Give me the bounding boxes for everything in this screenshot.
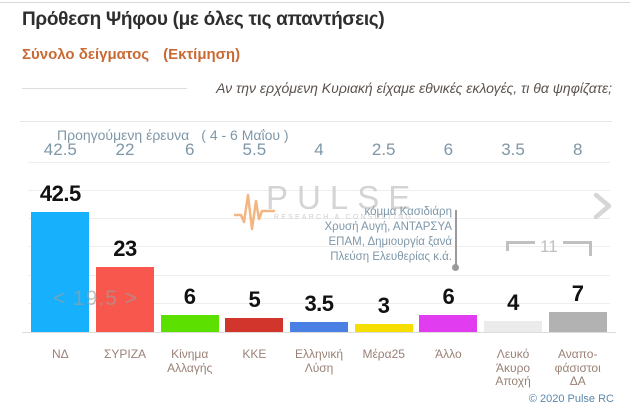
bar-value-label: 42.5 xyxy=(39,181,81,207)
bar-column: 5 xyxy=(222,0,287,332)
page-title: Πρόθεση Ψήφου (με όλες τις απαντήσεις) xyxy=(22,9,385,30)
bar-value-label: 23 xyxy=(113,236,137,262)
previous-value: 6 xyxy=(443,140,454,159)
full-divider xyxy=(20,121,612,122)
bar xyxy=(31,212,90,332)
category-label: Ελληνική Λύση xyxy=(295,347,344,375)
bar xyxy=(95,267,154,332)
bar-column: 3 xyxy=(351,0,416,332)
top-divider xyxy=(0,2,630,3)
bar xyxy=(419,315,478,332)
bar-column: 6 xyxy=(157,0,222,332)
category-label: Μέρα25 xyxy=(362,347,405,361)
category-label: Άλλο xyxy=(435,347,462,361)
pulse-watermark-tagline: RESEARCH & CONSULTING xyxy=(274,214,414,221)
bracket-value: 11 xyxy=(540,237,558,256)
category-labels-row: ΝΔ ΣΥΡΙΖΑ Κίνημα Αλλαγής ΚΚΕ Ελληνική Λύση Μέ… xyxy=(28,347,610,389)
undecided-bracket: 11 xyxy=(506,237,592,261)
bar-value-label: 7 xyxy=(571,281,584,307)
survey-question: Αν την ερχόμενη Κυριακή είχαμε εθνικές ε… xyxy=(216,80,612,96)
pulse-watermark-text: PULSE xyxy=(266,179,420,216)
other-parties-annotation: κόμμα Κασιδιάρη Χρυσή Αυγή, ΑΝΤΑΡΣΥΑ ΕΠΑ… xyxy=(324,206,453,263)
category-label: Λευκό Άκυρο Αποχή xyxy=(495,347,531,388)
bar-column: 6 xyxy=(416,0,481,332)
category-label: ΣΥΡΙΖΑ xyxy=(103,347,147,361)
previous-value: 5.5 xyxy=(242,140,267,159)
previous-value: 3.5 xyxy=(501,140,525,159)
previous-survey-dates: ( 4 - 6 Μαΐου ) xyxy=(201,127,289,143)
category-label: Κίνημα Αλλαγής xyxy=(167,347,213,375)
gridline xyxy=(28,274,610,276)
bar xyxy=(483,320,542,332)
bar-column: 7 xyxy=(545,0,610,332)
bar-value-label: 3.5 xyxy=(304,291,334,317)
previous-value: 22 xyxy=(115,140,135,159)
bar-value-label: 6 xyxy=(183,284,196,310)
annotation-pointer-line xyxy=(455,210,457,266)
previous-values-row: 42.5 22 6 5.5 4 2.5 6 3.5 8 xyxy=(28,140,610,160)
bar-value-label: 5 xyxy=(248,286,261,312)
bracket-left-corner-icon xyxy=(506,241,535,251)
previous-value: 4 xyxy=(314,140,324,159)
category-label: ΝΔ xyxy=(51,347,69,361)
bar-column: 3.5 xyxy=(287,0,352,332)
bracket-right-corner-icon xyxy=(562,241,592,256)
left-divider xyxy=(22,88,187,89)
previous-value: 8 xyxy=(572,140,583,159)
bar-chart: 42.5 23 6 5 3.5 3 6 4 7 xyxy=(22,0,616,333)
category-label: Αναπο- φάσιστοι ΔΑ xyxy=(554,347,601,388)
previous-value: 2.5 xyxy=(371,140,396,159)
bar-value-label: 6 xyxy=(442,284,455,310)
bar-column: 4 xyxy=(481,0,546,332)
bar xyxy=(548,312,607,332)
previous-survey-label: Προηγούμενη έρευνα( 4 - 6 Μαΐου ) xyxy=(57,127,289,143)
bar xyxy=(160,315,219,332)
estimate-label: (Εκτίμηση) xyxy=(163,46,241,63)
annotation-pointer-dot xyxy=(452,264,459,271)
subtitle: Σύνολο δείγματος (Εκτίμηση) xyxy=(22,46,240,63)
previous-value: 6 xyxy=(184,140,195,159)
bar-column: 42.5 xyxy=(28,0,93,332)
sample-label: Σύνολο δείγματος xyxy=(22,46,150,63)
bar xyxy=(289,322,348,332)
lead-difference-annotation: < 19.5 > xyxy=(52,287,139,310)
bar-column: 23 xyxy=(93,0,158,332)
gridline xyxy=(28,161,610,163)
bar-value-label: 3 xyxy=(377,292,390,318)
category-label: ΚΚΕ xyxy=(242,347,267,361)
bar-value-label: 4 xyxy=(507,289,519,315)
bar xyxy=(354,323,413,332)
gridline xyxy=(28,190,610,191)
copyright: © 2020 Pulse RC xyxy=(528,393,614,405)
heartbeat-pulse-icon xyxy=(234,193,276,231)
bar xyxy=(225,317,284,332)
previous-value: 42.5 xyxy=(43,140,77,159)
gridline xyxy=(28,218,610,220)
gridline xyxy=(28,246,610,248)
next-slide-chevron-icon[interactable] xyxy=(591,192,615,220)
gridline xyxy=(28,302,610,304)
